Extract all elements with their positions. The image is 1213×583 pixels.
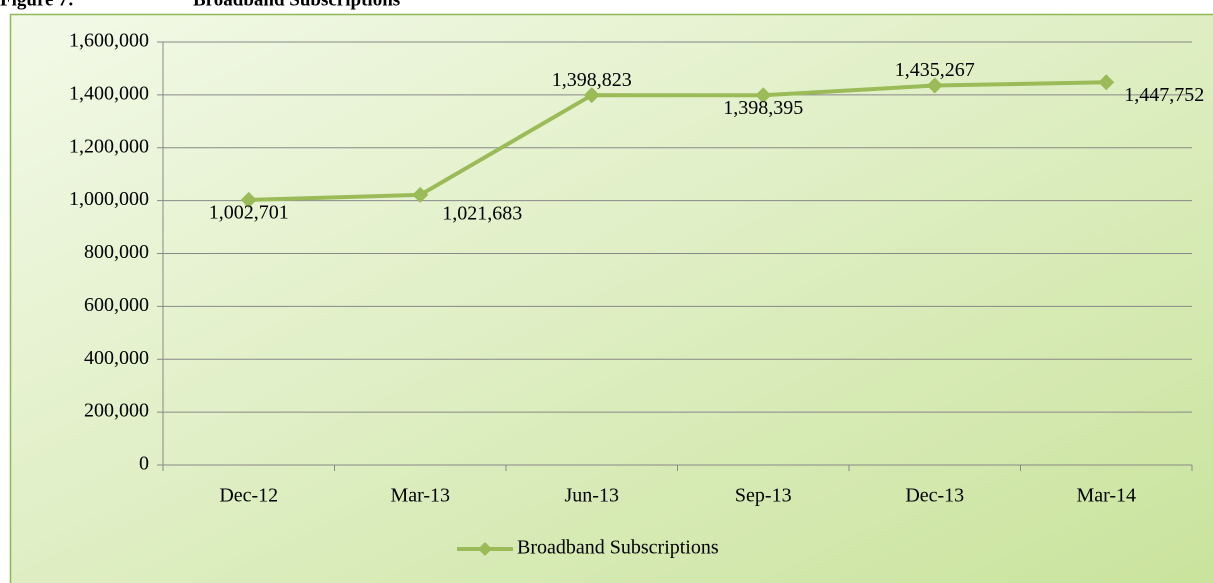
y-tick-label: 600,000: [84, 294, 149, 316]
y-tick-label: 0: [139, 453, 149, 475]
series-line: [248, 80, 1107, 202]
x-tick-label: Dec-13: [905, 485, 964, 507]
data-label: 1,398,823: [552, 69, 632, 91]
data-label: 1,447,752: [1124, 84, 1204, 106]
data-label: 1,435,267: [895, 59, 975, 81]
y-tick-label: 800,000: [84, 241, 149, 263]
x-tick-label: Dec-12: [219, 485, 278, 507]
chart-title: Broadband Subscriptions: [193, 0, 400, 10]
figure-label: Figure 7:: [0, 0, 74, 10]
x-tick-label: Jun-13: [565, 485, 619, 507]
y-tick-label: 1,600,000: [69, 30, 149, 52]
data-point: [412, 186, 429, 203]
data-label: 1,002,701: [209, 202, 289, 224]
x-tick-label: Sep-13: [735, 485, 792, 507]
data-point: [240, 191, 257, 208]
y-tick-label: 1,400,000: [69, 82, 149, 104]
chart-frame: [9, 13, 1213, 583]
data-point: [926, 77, 943, 94]
legend-marker: [478, 542, 492, 556]
x-tick-label: Mar-13: [390, 485, 450, 507]
data-point: [583, 87, 600, 104]
legend-label: Broadband Subscriptions: [517, 537, 719, 559]
data-label: 1,021,683: [442, 202, 522, 224]
data-label: 1,398,395: [723, 97, 803, 119]
x-tick-label: Mar-14: [1076, 485, 1136, 507]
y-tick-label: 1,000,000: [69, 188, 149, 210]
data-point: [1098, 74, 1115, 91]
y-tick-label: 400,000: [84, 347, 149, 369]
y-tick-label: 200,000: [84, 400, 149, 422]
y-tick-label: 1,200,000: [69, 135, 149, 157]
data-point: [755, 87, 772, 104]
